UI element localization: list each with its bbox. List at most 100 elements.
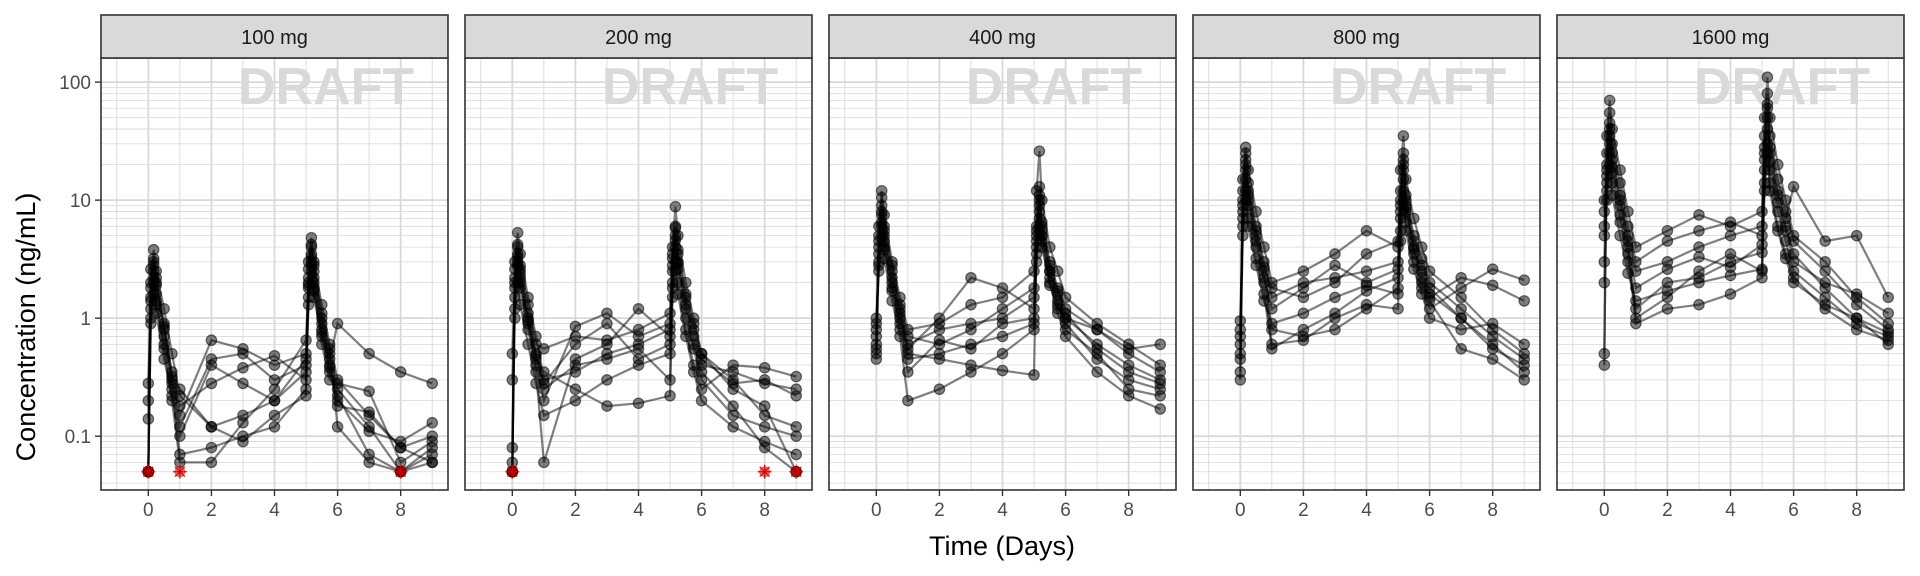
y-tick-label: 1 [80, 309, 91, 330]
facet-strip [1556, 14, 1905, 59]
data-point [1603, 94, 1616, 107]
data-point [1408, 263, 1420, 275]
data-point [205, 377, 218, 390]
data-point [1239, 164, 1252, 176]
data-point [996, 317, 1009, 330]
data-point [1297, 323, 1310, 336]
data-point [1360, 279, 1373, 292]
data-point [1661, 285, 1674, 297]
data-point [695, 394, 708, 407]
data-point [538, 456, 550, 469]
data-point [1850, 312, 1863, 324]
data-point [1297, 282, 1310, 294]
data-point [1598, 220, 1611, 233]
facet-strip-label: 100 mg [241, 27, 308, 49]
data-point [1360, 248, 1373, 260]
data-point [174, 383, 186, 396]
data-point [790, 430, 803, 442]
data-point [669, 234, 682, 246]
data-point [569, 353, 582, 365]
data-point [1122, 343, 1135, 355]
data-point [316, 338, 328, 351]
x-tick-label: 8 [759, 500, 770, 521]
data-point [511, 226, 524, 239]
data-point [996, 347, 1009, 360]
data-point [933, 323, 946, 336]
data-point [538, 377, 550, 390]
data-point [687, 330, 700, 343]
data-point [237, 435, 249, 448]
data-point [1234, 330, 1247, 343]
data-point [1486, 338, 1499, 351]
x-tick-label: 8 [1123, 500, 1134, 521]
data-point [268, 374, 281, 386]
y-tick-label: 100 [59, 73, 91, 94]
data-point [205, 456, 218, 469]
data-point [875, 220, 888, 233]
x-tick-label: 8 [395, 500, 406, 521]
data-point [331, 400, 344, 412]
data-point [965, 323, 977, 336]
facet-panel: DRAFT 200 mg 0 2 4 6 8 [464, 14, 813, 521]
data-point [158, 320, 170, 333]
subject-series [1598, 147, 1895, 339]
data-point [875, 191, 888, 204]
data-point [1724, 229, 1737, 242]
data-point [902, 330, 914, 343]
data-point [790, 383, 803, 396]
data-point [394, 366, 407, 378]
bloq-marker [505, 464, 520, 479]
data-point [870, 317, 883, 330]
data-point [1258, 295, 1270, 307]
bloq-marker [172, 464, 187, 479]
data-point [145, 295, 157, 307]
data-point [1787, 180, 1800, 193]
facet-panel: DRAFT 800 mg 0 2 4 6 8 [1192, 14, 1541, 521]
data-point [1518, 295, 1531, 307]
x-tick-label: 8 [1851, 500, 1862, 521]
facet-strip-label: 800 mg [1333, 27, 1400, 49]
data-point [758, 400, 771, 412]
data-point [1819, 298, 1831, 311]
data-point [511, 251, 524, 263]
data-point [1059, 312, 1072, 324]
data-point [1091, 366, 1103, 378]
bloq-star [790, 466, 802, 478]
data-point [1051, 303, 1064, 315]
data-point [1455, 323, 1467, 336]
data-point [569, 394, 582, 407]
subject-line [147, 265, 433, 472]
data-point [268, 421, 281, 433]
data-point [305, 238, 318, 251]
data-point [1603, 130, 1616, 142]
watermark-text: DRAFT [1330, 58, 1506, 116]
data-point [870, 343, 883, 355]
bloq-star [395, 466, 407, 478]
data-point [727, 409, 739, 422]
data-point [1297, 334, 1310, 347]
data-point [569, 383, 582, 396]
facet-strip [828, 14, 1177, 59]
bloq-marker [789, 464, 804, 479]
data-point [669, 220, 682, 233]
data-point [1486, 317, 1499, 330]
data-point [1329, 259, 1341, 272]
x-tick-label: 4 [633, 500, 644, 521]
facet-strip [464, 14, 813, 59]
data-point [1518, 366, 1531, 378]
data-point [1028, 369, 1040, 381]
x-tick-label: 6 [696, 500, 707, 521]
data-point [790, 448, 803, 461]
x-tick-label: 0 [871, 500, 882, 521]
facet-panel: DRAFT 1600 mg 0 2 4 6 8 [1556, 14, 1905, 521]
data-point [1761, 98, 1774, 110]
data-point [1033, 189, 1046, 202]
data-point [1693, 241, 1705, 253]
data-point [1059, 323, 1072, 336]
bloq-star [142, 466, 154, 478]
data-point [1397, 194, 1410, 206]
data-point [363, 425, 375, 438]
data-point [1250, 259, 1262, 272]
data-point [1850, 323, 1863, 336]
